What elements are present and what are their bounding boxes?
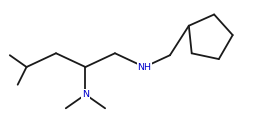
Text: N: N — [82, 90, 89, 99]
Text: NH: NH — [137, 63, 152, 72]
